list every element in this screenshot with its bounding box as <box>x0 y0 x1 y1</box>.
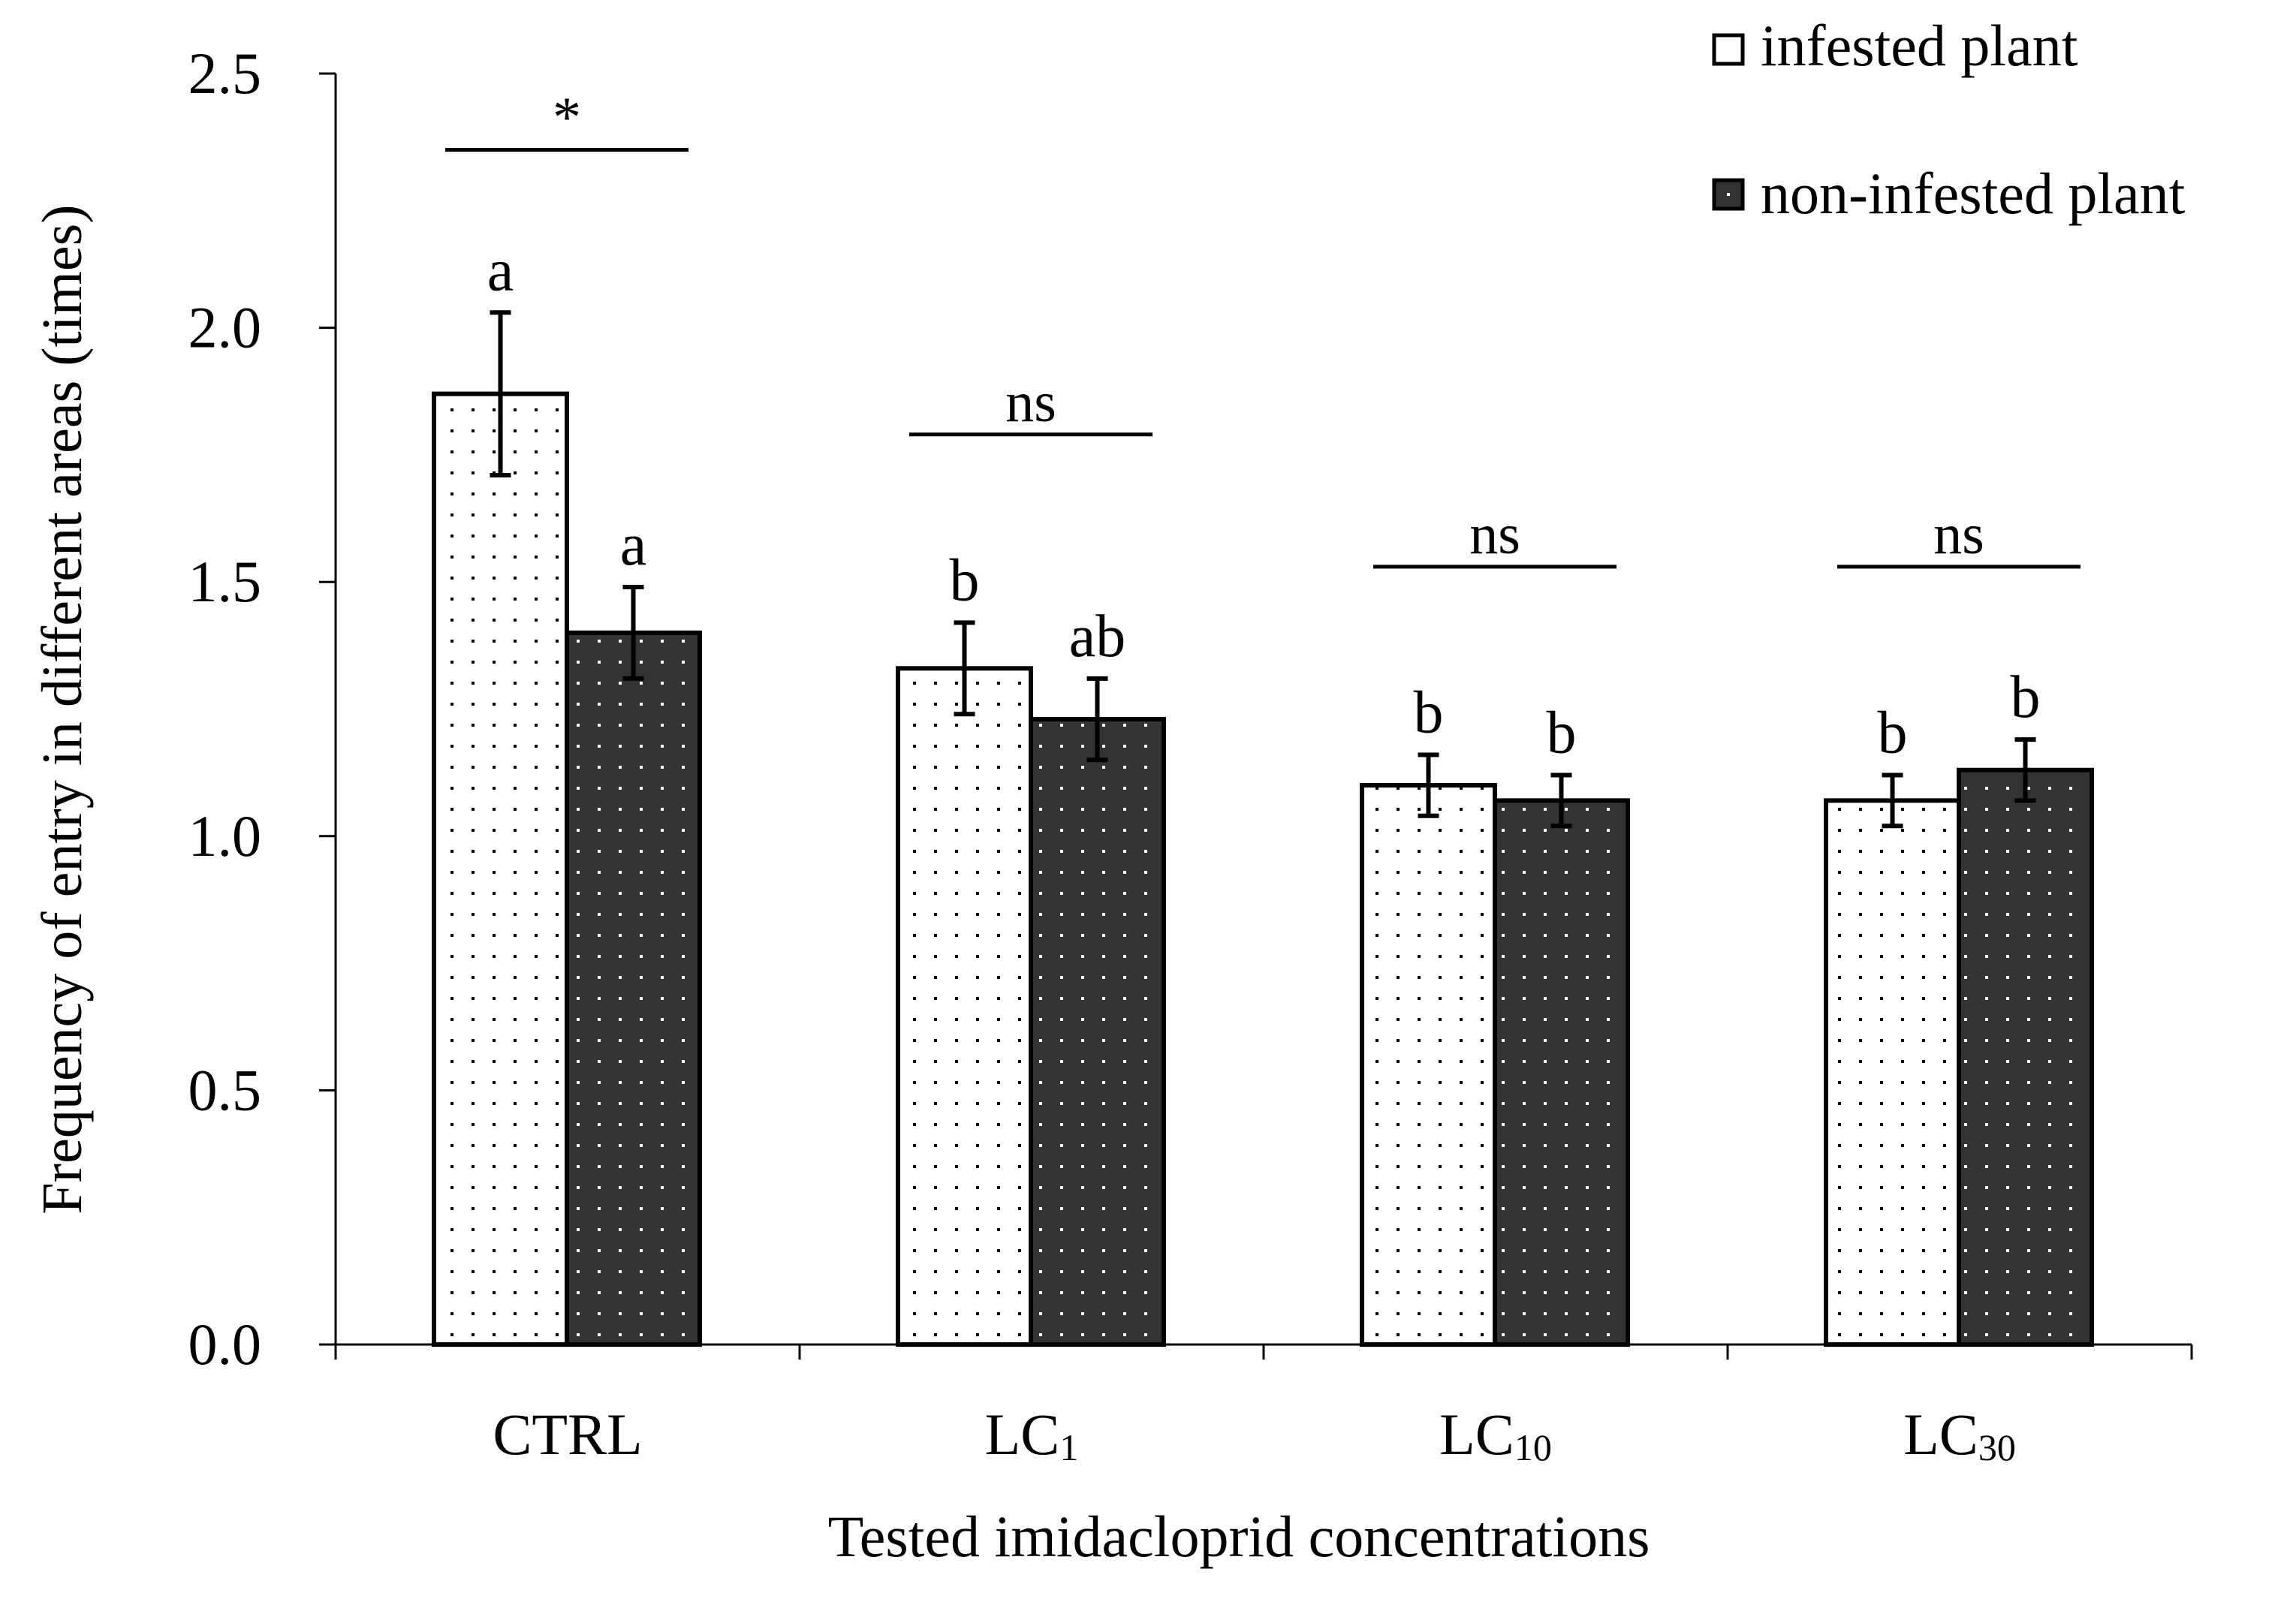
x-tick-label-base: LC <box>985 1402 1060 1467</box>
y-tick-label: 2.5 <box>188 41 262 106</box>
y-tick-label: 2.0 <box>188 295 262 360</box>
legend-label-infested: infested plant <box>1761 13 2078 78</box>
legend-item-infested: infested plant <box>1712 13 2078 78</box>
bar-infested-2 <box>1360 783 1497 1347</box>
bars <box>432 310 2094 1348</box>
bar-non-infested-2 <box>1493 798 1630 1347</box>
x-tick-label-base: CTRL <box>493 1402 642 1467</box>
x-tick-label-subscript: 1 <box>1059 1426 1078 1468</box>
significance-letter: b <box>2011 664 2041 730</box>
legend: infested plant non-infested plant <box>1712 13 2186 226</box>
x-tick-label: LC10 <box>1439 1402 1552 1468</box>
x-tick-label: LC1 <box>985 1402 1079 1468</box>
x-tick-label: LC30 <box>1903 1402 2016 1468</box>
significance-letter: b <box>950 547 980 613</box>
y-tick-label: 0.0 <box>188 1311 262 1377</box>
significance-label: ns <box>1933 503 1984 566</box>
significance-letter: b <box>1878 700 1908 766</box>
legend-swatch-dot <box>1727 193 1730 196</box>
x-tick-label-subscript: 30 <box>1978 1426 2016 1468</box>
bar-non-infested-0 <box>565 630 702 1347</box>
bar-infested-1 <box>896 666 1033 1347</box>
x-tick-label: CTRL <box>493 1402 642 1467</box>
y-axis-label: Frequency of entry in different areas (t… <box>31 205 94 1215</box>
y-tick-label: 0.5 <box>188 1057 262 1122</box>
significance-letter: b <box>1414 679 1444 745</box>
bar-infested-3 <box>1824 798 1961 1347</box>
bar-non-infested-1 <box>1029 717 1166 1347</box>
x-tick-label-base: LC <box>1439 1402 1514 1467</box>
significance-letter: a <box>487 237 514 303</box>
x-tick-label-base: LC <box>1903 1402 1978 1467</box>
x-ticks: CTRL LC1 LC10 LC30 <box>334 1345 2193 1468</box>
significance-label: * <box>553 86 581 149</box>
significance-label: ns <box>1469 503 1520 566</box>
y-tick-label: 1.0 <box>188 803 262 869</box>
significance-label: ns <box>1005 371 1056 434</box>
x-axis-label: Tested imidacloprid concentrations <box>828 1504 1650 1569</box>
x-tick-label-subscript: 10 <box>1514 1426 1552 1468</box>
significance-letter: b <box>1547 700 1577 766</box>
bar-infested-0 <box>432 391 569 1347</box>
bar-non-infested-3 <box>1957 767 2094 1348</box>
legend-item-non-infested: non-infested plant <box>1712 161 2186 226</box>
legend-swatch-infested <box>1712 33 1745 66</box>
y-tick-label: 1.5 <box>188 549 262 614</box>
annotations: a a * b ab ns b b ns b b ns <box>445 86 2081 766</box>
legend-label-non-infested: non-infested plant <box>1761 161 2186 226</box>
y-ticks: 0.0 0.5 1.0 1.5 2.0 2.5 <box>188 41 336 1377</box>
significance-letter: a <box>620 512 647 578</box>
significance-letter: ab <box>1069 604 1126 670</box>
